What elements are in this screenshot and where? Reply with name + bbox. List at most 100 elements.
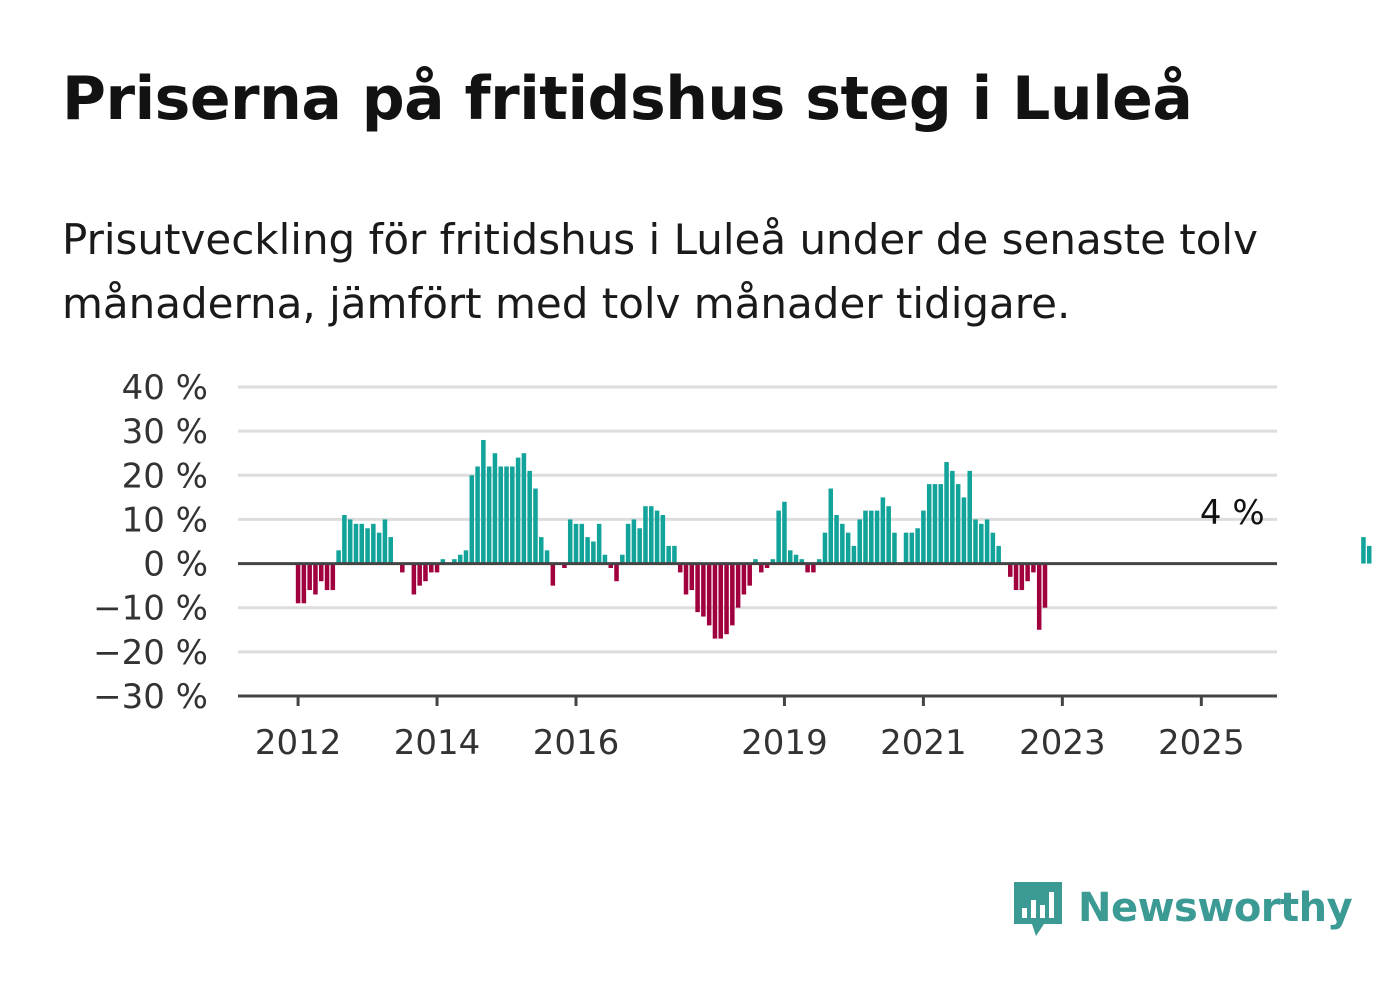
y-tick-label: 20 % [122, 456, 208, 496]
bar [979, 523, 984, 564]
bar [805, 563, 810, 573]
bar [660, 515, 666, 564]
bar [880, 497, 886, 564]
x-tick-label: 2021 [880, 723, 967, 763]
bar [816, 559, 822, 564]
latest-value-label: 4 % [1200, 493, 1265, 533]
bar [857, 519, 862, 564]
bar-chart: 40 %30 %20 %10 %0 %−10 %−20 %−30 % 2012 2… [93, 368, 1372, 763]
chart-subtitle: Prisutveckling för fritidshus i Luleå un… [62, 215, 1258, 328]
bar [365, 528, 370, 564]
bar [342, 515, 347, 564]
bar [307, 563, 312, 591]
bar [336, 550, 341, 564]
bar [1366, 545, 1372, 564]
bar [1007, 563, 1013, 577]
bar [886, 506, 891, 564]
bar [950, 470, 955, 564]
bar [544, 550, 550, 564]
bar [984, 519, 990, 564]
bar [764, 563, 770, 568]
bar [747, 563, 752, 586]
bar [481, 439, 486, 564]
bar [741, 563, 747, 595]
bar [318, 563, 324, 582]
bar [811, 563, 816, 573]
bar [1013, 563, 1019, 591]
bar [730, 563, 735, 626]
bar [440, 559, 446, 564]
bar [625, 523, 631, 564]
bar [649, 506, 654, 564]
x-axis-labels: 2012 2014 2016 2019 2021 2023 2025 [255, 723, 1245, 763]
x-tick-label: 2023 [1019, 723, 1106, 763]
bar [614, 563, 619, 582]
bar [643, 506, 648, 564]
brand-name: Newsworthy [1078, 885, 1353, 931]
bar [718, 563, 724, 639]
bar [770, 559, 776, 564]
bar [359, 523, 365, 564]
bar [562, 563, 567, 568]
bar [1042, 563, 1048, 608]
bar [475, 466, 480, 564]
bar [504, 466, 509, 564]
bar [683, 563, 689, 595]
bar [1031, 563, 1036, 573]
bar [631, 519, 637, 564]
bar [938, 484, 944, 564]
bar [793, 554, 799, 564]
bar [677, 563, 683, 573]
bar [996, 545, 1001, 564]
bar [608, 563, 613, 568]
y-tick-label: −30 % [93, 677, 208, 717]
bar [926, 484, 932, 564]
bar [620, 554, 625, 564]
bar [423, 563, 428, 582]
bar [799, 559, 805, 564]
y-tick-label: 0 % [143, 545, 208, 585]
bar [330, 563, 336, 591]
bar [863, 510, 868, 564]
bar [533, 488, 538, 564]
bar [932, 484, 938, 564]
bar [845, 532, 851, 564]
bar [539, 537, 544, 564]
bar [701, 563, 706, 617]
bar [388, 537, 393, 564]
bar [1025, 563, 1030, 582]
bar [666, 545, 671, 564]
bar [851, 545, 857, 564]
bar [515, 457, 521, 564]
bar [840, 523, 845, 564]
axes [238, 562, 1277, 706]
bar [834, 515, 839, 564]
y-tick-label: −10 % [93, 589, 208, 629]
bar [591, 541, 596, 564]
bar [869, 510, 874, 564]
bar [382, 519, 388, 564]
bar [961, 497, 967, 564]
bar [596, 523, 602, 564]
bar [921, 510, 926, 564]
x-tick-label: 2019 [741, 723, 828, 763]
bar [1019, 563, 1025, 591]
bar [486, 466, 492, 564]
chart-title: Priserna på fritidshus steg i Luleå [62, 64, 1193, 134]
bar [573, 523, 579, 564]
bar [822, 532, 828, 564]
bar [521, 453, 527, 564]
bar [585, 537, 590, 564]
y-tick-label: 30 % [122, 412, 208, 452]
bar [990, 532, 996, 564]
bar [706, 563, 712, 626]
bar [567, 519, 573, 564]
bar [892, 532, 897, 564]
x-tick-label: 2012 [255, 723, 342, 763]
bar [469, 475, 475, 564]
gridlines [238, 385, 1277, 654]
annotations: 4 % [1200, 493, 1265, 533]
y-tick-label: −20 % [93, 633, 208, 673]
bar [637, 528, 642, 564]
bar [695, 563, 700, 613]
